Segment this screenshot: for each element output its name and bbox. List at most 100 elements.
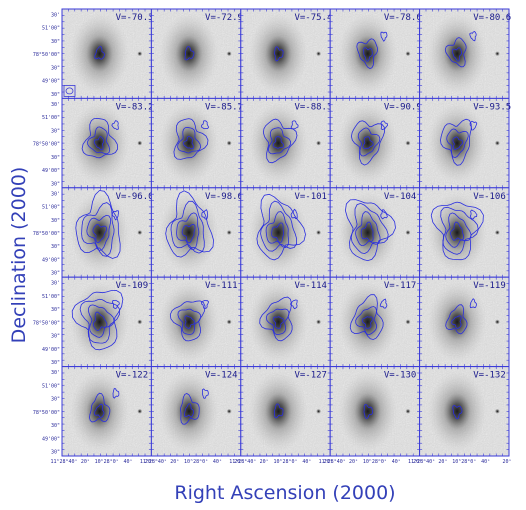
channel-panel: V=-122 bbox=[61, 366, 152, 457]
velocity-label: V=-130 bbox=[384, 371, 417, 381]
dec-tick-label: 30" bbox=[51, 360, 60, 366]
ra-tick-label: 20ˢ bbox=[170, 459, 179, 465]
hi-contour bbox=[177, 308, 202, 335]
ra-tick-label: 10ʰ28ᵐ0ˢ bbox=[273, 459, 297, 465]
hi-contour bbox=[362, 136, 374, 149]
hi-contour bbox=[87, 126, 111, 155]
channel-panel: V=-72.9 bbox=[150, 8, 243, 99]
hi-contour-fragment bbox=[290, 208, 298, 220]
hi-contour bbox=[93, 136, 105, 151]
ra-tick-label: 11ʰ28ᵐ40ˢ bbox=[319, 459, 346, 465]
channel-panel: V=-75.4 bbox=[240, 8, 332, 99]
galaxy-image bbox=[248, 192, 308, 273]
hi-contour bbox=[272, 316, 285, 329]
hi-contour-fragment bbox=[469, 31, 477, 42]
dec-tick-label: 30" bbox=[51, 244, 60, 250]
velocity-label: V=-109 bbox=[116, 281, 149, 291]
channel-panel: V=-98.6 bbox=[150, 187, 243, 278]
dec-tick-label: 49'00" bbox=[42, 436, 60, 442]
ra-tick-label: 10ʰ28ᵐ0ˢ bbox=[95, 459, 119, 465]
channel-panel: V=-127 bbox=[240, 366, 331, 457]
hi-contour bbox=[360, 221, 374, 242]
velocity-label: V=-124 bbox=[205, 371, 238, 381]
dec-tick-label: 78°50'00" bbox=[33, 142, 60, 148]
ra-tick-label: 40ˢ bbox=[392, 459, 401, 465]
hi-contour bbox=[350, 120, 386, 166]
channel-panel: V=-101 bbox=[240, 187, 331, 278]
channel-panel: V=-119 bbox=[419, 276, 510, 368]
galaxy-image bbox=[248, 371, 308, 452]
hi-contour-fragment bbox=[111, 120, 119, 130]
hi-contour bbox=[267, 127, 292, 155]
channel-panel: V=-132 bbox=[419, 366, 510, 457]
foreground-star bbox=[137, 408, 143, 414]
dec-tick-label: 49'00" bbox=[42, 347, 60, 353]
dec-tick-label: 30" bbox=[51, 181, 60, 187]
hi-contour bbox=[452, 405, 463, 420]
galaxy-image bbox=[427, 13, 487, 94]
velocity-label: V=-93.5 bbox=[473, 102, 511, 112]
ra-tick-label: 11ʰ28ᵐ40ˢ bbox=[408, 459, 435, 465]
hi-contour bbox=[430, 201, 484, 261]
ra-tick-label: 20ˢ bbox=[349, 459, 358, 465]
dec-tick-label: 30" bbox=[51, 92, 60, 98]
ra-tick-label: 11ʰ28ᵐ40ˢ bbox=[50, 459, 77, 465]
hi-contour bbox=[79, 298, 121, 344]
hi-contour bbox=[265, 211, 290, 248]
foreground-star bbox=[226, 51, 232, 57]
hi-contour-fragment bbox=[469, 298, 477, 309]
channel-panel: V=-106 bbox=[419, 187, 510, 278]
ra-tick-label: 10ʰ28ᵐ0ˢ bbox=[184, 459, 208, 465]
foreground-star bbox=[494, 140, 500, 146]
hi-contour bbox=[260, 200, 297, 252]
hi-contour bbox=[363, 47, 373, 62]
velocity-label: V=-90.9 bbox=[384, 102, 422, 112]
velocity-label: V=-85.7 bbox=[205, 102, 243, 112]
hi-contour-fragment bbox=[201, 209, 209, 221]
hi-contour bbox=[259, 296, 293, 342]
velocity-label: V=-117 bbox=[384, 281, 417, 291]
hi-contour bbox=[450, 221, 465, 241]
dec-tick-label: 30' bbox=[51, 370, 60, 376]
foreground-star bbox=[226, 319, 232, 325]
dec-tick-label: 30" bbox=[51, 128, 60, 134]
hi-contour-fragment bbox=[111, 299, 120, 309]
velocity-label: V=-80.6 bbox=[473, 13, 511, 23]
channel-panel: V=-111 bbox=[150, 276, 242, 368]
hi-contour bbox=[170, 200, 205, 254]
foreground-star bbox=[494, 319, 500, 325]
dec-tick-label: 30" bbox=[51, 155, 60, 161]
hi-contour bbox=[445, 304, 468, 335]
velocity-label: V=-83.2 bbox=[116, 102, 154, 112]
velocity-label: V=-75.4 bbox=[294, 13, 332, 23]
velocity-label: V=-70.3 bbox=[116, 13, 154, 23]
dec-tick-label: 30" bbox=[51, 271, 60, 277]
hi-contour bbox=[184, 315, 195, 329]
foreground-star bbox=[137, 230, 143, 235]
dec-tick-label: 30' bbox=[51, 191, 60, 197]
hi-contour-fragment bbox=[290, 299, 298, 310]
velocity-label: V=-104 bbox=[384, 192, 417, 202]
channel-panel: V=-109 bbox=[61, 276, 152, 368]
hi-contour bbox=[177, 126, 202, 154]
x-axis-title: Right Ascension (2000) bbox=[174, 482, 395, 504]
hi-contour-fragment bbox=[201, 299, 210, 309]
dec-tick-label: 49'00" bbox=[42, 79, 60, 85]
galaxy-image bbox=[427, 281, 487, 363]
dec-tick-label: 30' bbox=[51, 102, 60, 108]
velocity-label: V=-106 bbox=[473, 192, 506, 202]
velocity-label: V=-111 bbox=[205, 281, 238, 291]
galaxy-image bbox=[159, 102, 219, 184]
velocity-label: V=-132 bbox=[473, 371, 506, 381]
ra-tick-label: 20ˢ bbox=[413, 459, 422, 465]
ra-tick-label: 20ˢ bbox=[502, 459, 511, 465]
hi-contour bbox=[265, 308, 290, 335]
velocity-label: V=-96.0 bbox=[116, 192, 154, 202]
hi-contour-fragment bbox=[469, 120, 478, 131]
hi-contour bbox=[89, 392, 111, 423]
hi-contour bbox=[183, 135, 194, 150]
dec-tick-label: 78°50'00" bbox=[33, 52, 60, 58]
galaxy-image bbox=[159, 281, 219, 363]
hi-contour-fragment bbox=[380, 120, 389, 131]
foreground-star bbox=[405, 230, 411, 235]
